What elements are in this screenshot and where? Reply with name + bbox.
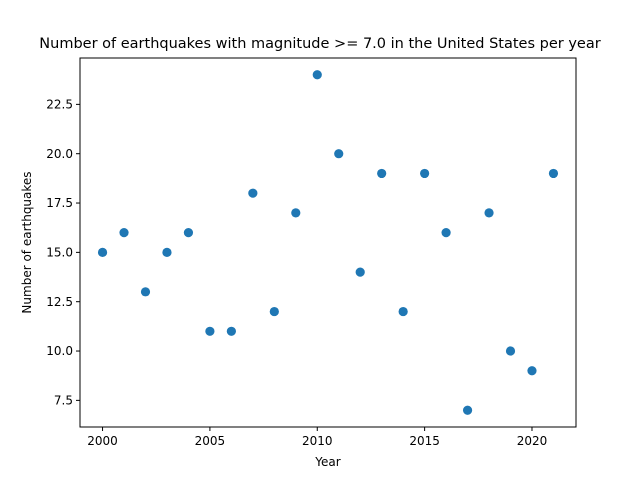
data-point: [97, 247, 108, 257]
y-tick-label: 12.5: [46, 295, 73, 309]
data-point: [355, 267, 365, 277]
data-point: [334, 149, 344, 159]
data-point: [269, 306, 279, 317]
data-point: [291, 208, 301, 218]
x-tick-label: 2010: [302, 434, 333, 448]
x-axis-ticks: 2000 2005 2010 2015 2020: [87, 427, 547, 448]
x-tick-label: 2005: [195, 434, 226, 448]
data-point: [505, 346, 516, 356]
data-point: [140, 287, 151, 297]
data-point: [484, 208, 494, 218]
x-tick-label: 2000: [87, 434, 118, 448]
y-tick-label: 10.0: [46, 344, 73, 358]
y-axis-label: Number of earthquakes: [20, 171, 34, 313]
data-point: [548, 168, 559, 179]
data-point: [226, 326, 236, 336]
data-point: [248, 188, 258, 198]
chart-title: Number of earthquakes with magnitude >= …: [39, 36, 600, 52]
data-point: [205, 326, 215, 336]
data-point: [119, 228, 129, 238]
data-point: [420, 168, 430, 179]
y-tick-label: 17.5: [46, 196, 73, 210]
data-point: [162, 247, 172, 257]
data-point: [377, 168, 387, 179]
data-points: [97, 70, 559, 415]
data-point: [312, 70, 322, 80]
data-point: [398, 306, 408, 317]
plot-frame: [79, 57, 577, 428]
y-tick-label: 20.0: [46, 147, 73, 161]
data-point: [527, 366, 537, 376]
x-axis-label: Year: [314, 455, 340, 469]
data-point: [441, 228, 451, 238]
data-point: [462, 405, 473, 415]
x-tick-label: 2015: [409, 434, 440, 448]
y-axis-ticks: 7.5 10.0 12.5 15.0 17.5 20.0 22.5: [46, 98, 80, 408]
y-tick-label: 7.5: [54, 394, 73, 408]
data-point: [183, 228, 194, 238]
y-tick-label: 22.5: [46, 98, 73, 112]
y-tick-label: 15.0: [46, 246, 73, 260]
x-tick-label: 2020: [517, 434, 548, 448]
